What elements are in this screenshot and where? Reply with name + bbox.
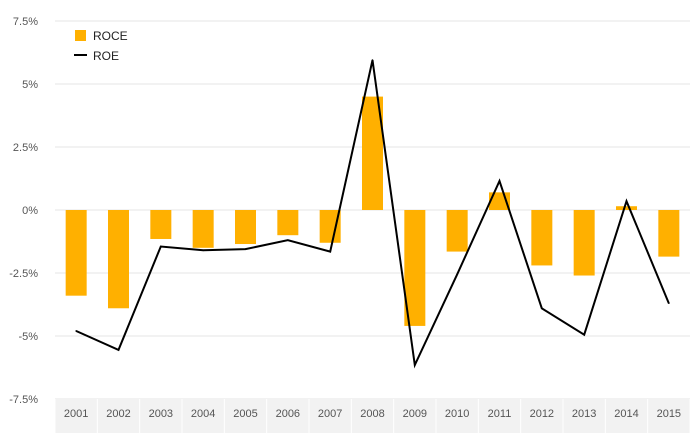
roe-point [456, 273, 458, 276]
bar-roce [573, 210, 595, 276]
x-tick-label: 2010 [445, 408, 469, 420]
roe-point [498, 180, 501, 182]
bar-roce [150, 210, 172, 239]
y-tick-label: -5% [18, 331, 38, 343]
bar-roce [277, 210, 299, 236]
roe-point [160, 245, 162, 248]
roe-point [583, 333, 585, 336]
roe-point [414, 364, 416, 366]
legend-swatch-roce [75, 30, 86, 41]
x-tick-label: 2006 [276, 408, 300, 420]
roe-point [287, 239, 289, 242]
roce-bars [65, 96, 680, 326]
y-axis: 7.5% 5% 2.5% 0% -2.5% -5% -7.5% [9, 16, 38, 406]
roe-point [244, 248, 247, 250]
roe-point [668, 302, 670, 305]
x-tick-label: 2008 [360, 408, 384, 420]
x-tick-label: 2011 [488, 408, 512, 420]
roe-point [202, 249, 204, 252]
y-tick-label: 2.5% [13, 142, 38, 154]
x-tick-label: 2004 [191, 408, 215, 420]
y-tick-label: 5% [22, 79, 38, 91]
x-tick-label: 2013 [572, 408, 596, 420]
roe-line-group [75, 59, 670, 369]
bar-roce [616, 206, 637, 210]
x-tick-label: 2015 [657, 408, 681, 420]
bar-roce [319, 210, 341, 243]
x-tick-label: 2001 [64, 408, 88, 420]
y-tick-label: -2.5% [9, 268, 38, 280]
x-tick-label: 2003 [149, 408, 173, 420]
bar-roce [108, 210, 129, 309]
x-tick-label: 2005 [233, 408, 257, 420]
roe-point [329, 250, 331, 253]
y-tick-label: 0% [22, 205, 38, 217]
x-axis-band [55, 399, 690, 433]
bar-roce [362, 96, 383, 210]
roe-point [625, 200, 628, 202]
roe-point [541, 307, 543, 310]
legend: ROCE ROE [74, 29, 128, 63]
x-tick-label: 2002 [106, 408, 130, 420]
x-tick-label: 2007 [318, 408, 342, 420]
y-tick-label: 7.5% [13, 16, 38, 28]
y-tick-label: -7.5% [9, 394, 38, 406]
roe-point [75, 330, 77, 332]
roe-point [117, 349, 120, 351]
bar-roce [531, 210, 553, 266]
bar-roce [446, 210, 468, 252]
legend-label-roe: ROE [93, 49, 119, 63]
x-axis: 2001 2002 2003 2004 2005 2006 2007 2008 2009 2010… [54, 399, 691, 433]
bar-roce [404, 210, 426, 326]
bar-roce [658, 210, 680, 257]
bar-roce [192, 210, 214, 248]
bar-roce [65, 210, 87, 296]
x-tick-label: 2012 [530, 408, 554, 420]
roe-point [371, 59, 374, 61]
legend-label-roce: ROCE [93, 29, 128, 43]
x-tick-label: 2014 [614, 408, 638, 420]
bar-roce [235, 210, 256, 245]
x-tick-label: 2009 [403, 408, 427, 420]
